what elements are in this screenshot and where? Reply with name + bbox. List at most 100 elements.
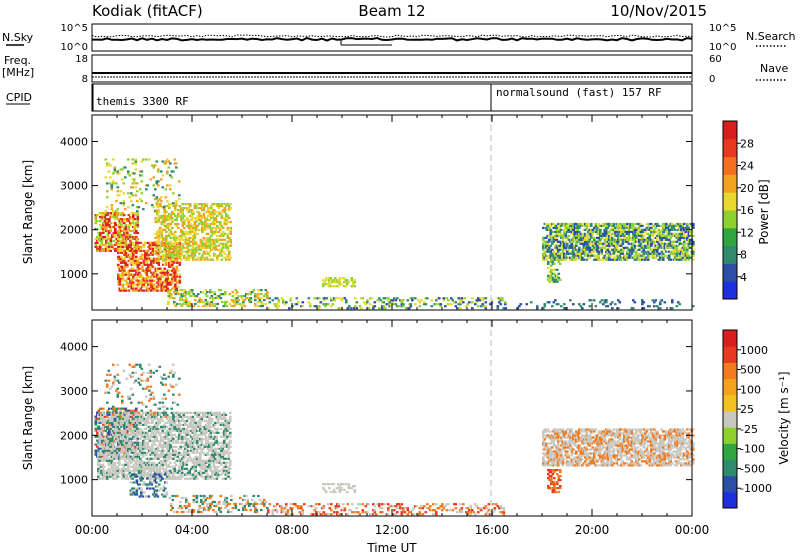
power-cell [154,216,158,220]
velocity-cell [145,447,148,450]
power-cell [105,224,108,227]
velocity-cell [136,439,139,442]
power-cell [536,307,539,310]
power-cell [554,268,558,271]
power-cell [180,248,183,251]
velocity-cell [169,471,172,474]
power-cell [156,281,159,284]
power-cell [454,305,458,308]
power-cell [563,303,566,306]
velocity-cell [104,451,108,454]
power-cell [669,242,673,245]
power-cell [213,293,217,296]
power-cell [123,222,126,225]
velocity-cell [146,451,150,454]
velocity-cell [151,443,154,446]
power-cell [297,301,300,304]
power-cell [136,265,140,268]
velocity-cell [133,431,136,434]
power-cell [174,293,178,296]
power-cell [620,232,623,235]
power-cell [136,261,140,264]
power-cell [99,231,102,235]
velocity-cell [169,461,172,464]
power-cell [204,228,207,231]
power-cell [159,283,162,286]
power-cell [225,304,229,308]
velocity-cell [172,473,175,476]
power-cell [115,241,119,244]
velocity-cell [158,443,162,446]
power-cell [164,162,168,165]
power-cell [642,234,646,237]
velocity-cell [166,425,169,428]
power-cell [681,232,685,235]
power-cell [597,228,601,231]
power-cell [132,251,135,254]
power-cell [217,238,221,241]
power-cell [106,220,110,223]
power-cell [445,297,449,300]
power-cell [159,275,162,278]
power-cell [147,289,150,292]
power-cell [166,254,170,257]
velocity-cell [166,437,169,440]
power-cell [177,261,180,264]
power-cell [606,240,610,243]
velocity-cell [155,431,159,434]
power-cell [668,256,671,259]
power-cell [191,291,194,294]
velocity-cell [145,431,148,434]
power-cell [572,303,575,306]
power-cell [136,269,140,272]
power-cell [642,254,646,257]
power-cell [603,254,607,257]
velocity-cell [116,449,120,452]
power-cell [147,255,150,258]
velocity-cell [166,431,169,434]
velocity-cell [110,415,114,418]
power-cell [121,237,125,241]
power-cell [195,203,198,206]
power-cell [214,218,218,222]
power-cell [340,283,343,286]
velocity-cell [155,451,159,454]
power-cell [185,291,188,294]
velocity-cell [103,473,106,476]
power-cell [584,242,587,245]
power-cell [573,254,577,257]
power-cell [134,182,138,185]
velocity-cell [125,417,129,420]
power-cell [621,242,625,245]
power-cell [346,279,349,282]
power-cell [572,240,575,243]
power-cell [576,234,580,237]
power-cell [192,293,196,296]
power-cell [585,222,589,226]
power-cell [121,257,125,260]
velocity-cell [137,455,141,458]
power-cell [542,238,545,241]
velocity-cell [151,415,154,418]
power-cell [328,277,331,280]
power-cell [255,295,259,298]
power-cell [344,281,348,284]
power-cell [132,241,135,244]
power-cell [210,295,214,298]
velocity-cell [167,473,171,476]
power-cell [603,301,607,304]
power-cell [322,303,326,306]
power-cell [606,234,610,237]
velocity-cell [136,429,139,432]
velocity-cell [118,427,121,430]
power-cell [118,283,122,286]
power-cell [207,244,210,247]
velocity-cell [135,409,138,412]
power-cell [180,254,183,257]
power-cell [237,302,241,306]
power-cell [220,250,224,253]
power-cell [193,236,197,239]
velocity-cell [136,411,139,414]
power-cell [210,222,213,226]
power-cell [151,245,155,248]
